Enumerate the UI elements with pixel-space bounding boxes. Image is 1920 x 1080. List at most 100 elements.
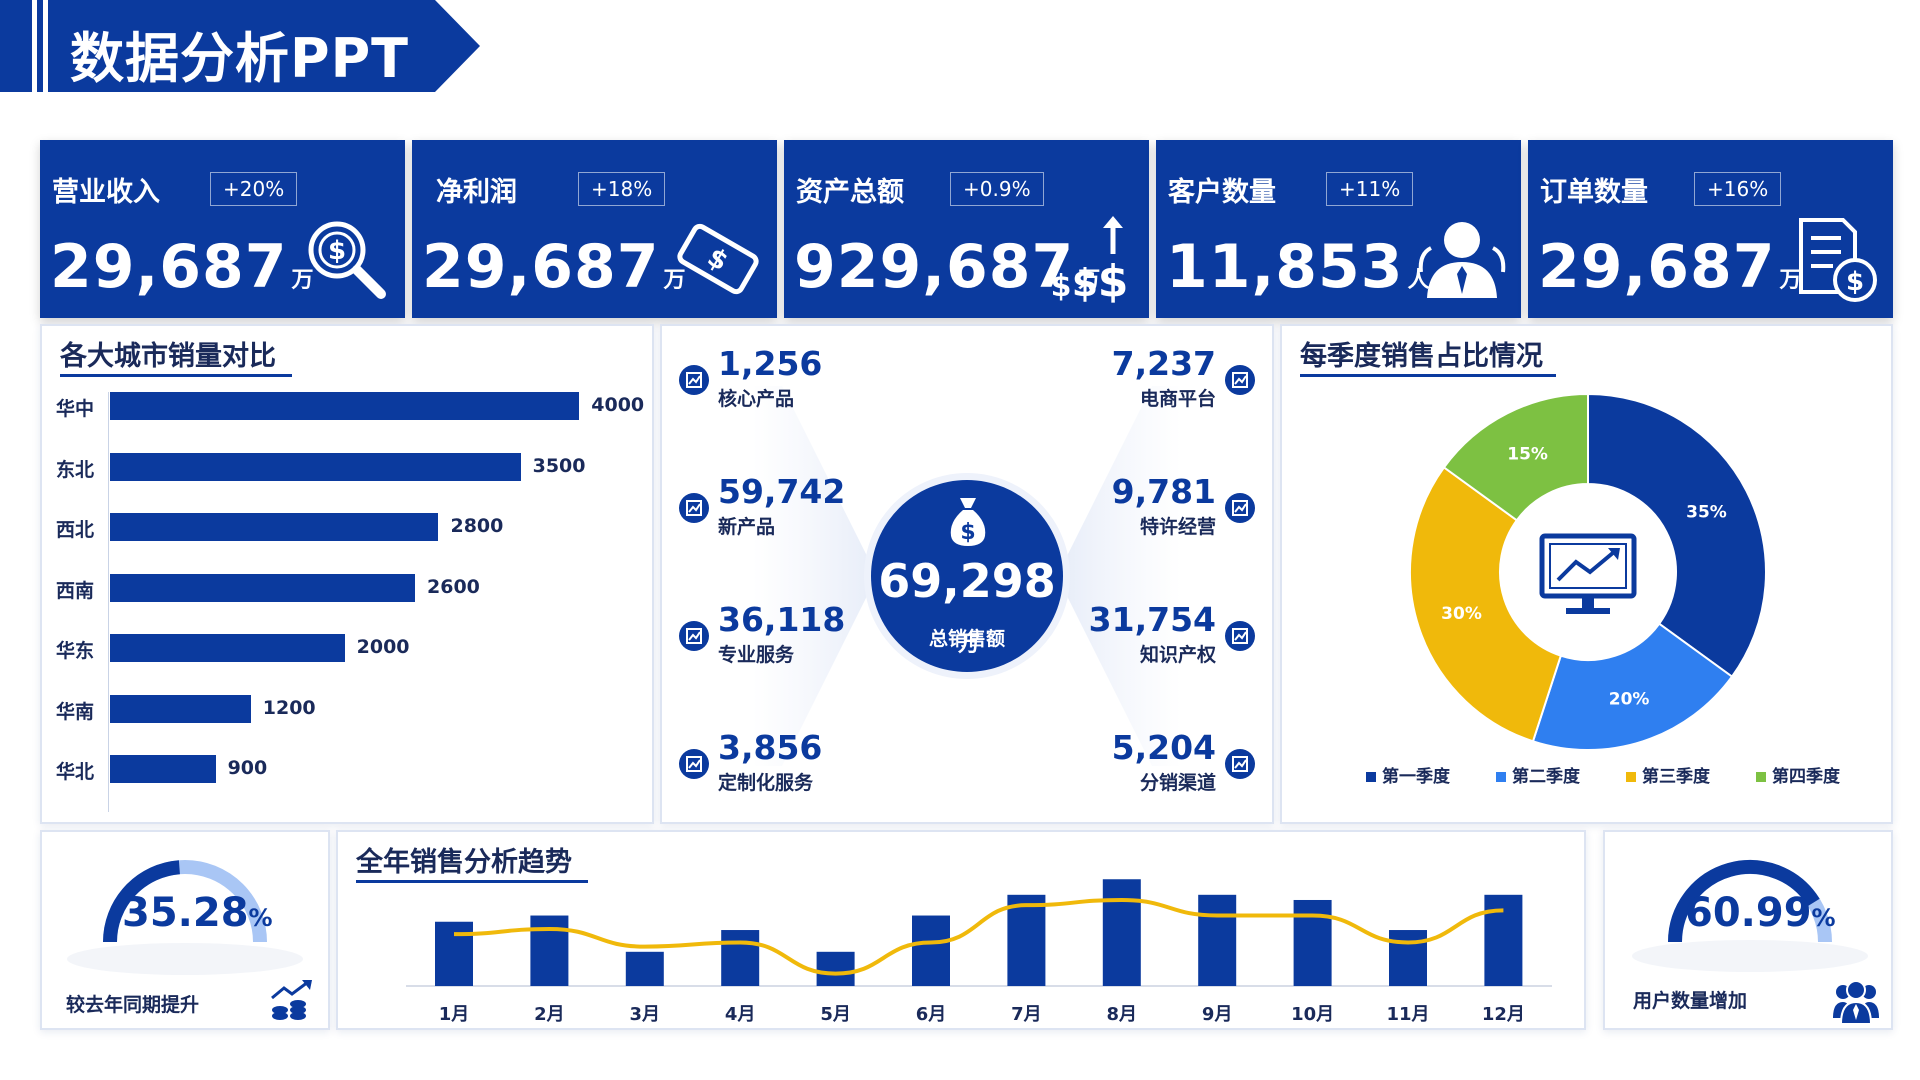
city-sales-panel: 各大城市销量对比 华中 4000 东北 3500 西北 2800 西南 2600 华东 2000 华… bbox=[40, 324, 654, 824]
kpi-card-orders: 订单数量 +16% 29,687 万 $ bbox=[1528, 140, 1893, 318]
chart-badge-icon bbox=[1225, 493, 1255, 523]
bar-category-label: 东北 bbox=[56, 458, 95, 481]
kpi-value: 29,687 万 bbox=[1538, 232, 1803, 302]
svg-text:$: $ bbox=[960, 520, 975, 545]
title-underline bbox=[356, 880, 588, 883]
money-search-icon: $ bbox=[308, 221, 386, 299]
annual-trend-chart: 1月 2月 3月 4月 5月 6月 7月 8月 9月 10月 11月 12月 bbox=[406, 879, 1552, 1025]
bar-category-label: 西南 bbox=[56, 579, 95, 602]
growth-gauge bbox=[67, 860, 303, 975]
bar-category-label: 华东 bbox=[56, 640, 95, 662]
monitor-chart-icon bbox=[1539, 533, 1637, 614]
bar-mark bbox=[110, 573, 416, 602]
bar-value-label: 900 bbox=[227, 757, 268, 779]
kpi-value: 929,687 万 bbox=[794, 232, 1102, 302]
panel-title: 全年销售分析趋势 bbox=[356, 847, 572, 878]
annual-trend-panel: 全年销售分析趋势 1月 2月 3月 4月 5月 6月 7月 8月 9月 10月 11月 12月 bbox=[336, 830, 1586, 1030]
svg-text:$: $ bbox=[702, 242, 733, 277]
bar-value-label: 4000 bbox=[591, 394, 645, 416]
month-tick-label: 6月 bbox=[916, 1004, 947, 1025]
quarterly-share-panel: 每季度销售占比情况 35% 20% 30% 15% 第一季度 第二季度 第三季度 第四季度 bbox=[1280, 324, 1893, 824]
bar-mark bbox=[110, 513, 439, 541]
pie-slice-label: 35% bbox=[1686, 503, 1727, 523]
kpi-value: 29,687 万 bbox=[422, 232, 687, 302]
legend-label: 第二季度 bbox=[1512, 766, 1581, 787]
metric-value: 5,204 bbox=[1111, 728, 1216, 767]
metric-label: 特许经营 bbox=[1139, 516, 1216, 538]
trend-bar bbox=[435, 921, 473, 986]
breakdown-decoration bbox=[752, 386, 1182, 766]
title-underline bbox=[60, 374, 292, 377]
month-tick-label: 2月 bbox=[534, 1004, 565, 1025]
gauge-caption: 较去年同期提升 bbox=[66, 994, 200, 1016]
panel-title: 各大城市销量对比 bbox=[60, 341, 276, 372]
metric-label: 知识产权 bbox=[1139, 644, 1216, 666]
users-icon bbox=[1833, 980, 1879, 1024]
metric-value: 9,781 bbox=[1111, 472, 1216, 511]
pie-slice-label: 15% bbox=[1507, 444, 1548, 464]
bar-value-label: 2000 bbox=[356, 636, 410, 658]
kpi-card-customers: 客户数量 +11% 11,853 人 bbox=[1156, 140, 1521, 318]
pie-slice bbox=[1409, 465, 1563, 743]
trend-bar bbox=[625, 951, 664, 986]
legend-swatch bbox=[1496, 772, 1506, 782]
panel-title: 每季度销售占比情况 bbox=[1300, 341, 1543, 372]
trend-bar bbox=[1198, 894, 1237, 986]
chart-badge-icon bbox=[1225, 749, 1255, 779]
chart-badge-icon bbox=[1225, 365, 1255, 395]
trend-bar bbox=[1102, 879, 1141, 986]
quarterly-donut-chart: 35% 20% 30% 15% 第一季度 第二季度 第三季度 第四季度 bbox=[1366, 392, 1841, 787]
metric-value: 31,754 bbox=[1088, 600, 1216, 639]
month-tick-label: 7月 bbox=[1011, 1004, 1042, 1025]
month-tick-label: 12月 bbox=[1482, 1004, 1525, 1025]
banknote-icon: $ bbox=[677, 223, 759, 295]
bar-mark bbox=[110, 392, 580, 420]
bar-category-label: 华南 bbox=[56, 700, 95, 723]
bar-value-label: 1200 bbox=[262, 696, 316, 719]
bar-category-label: 西北 bbox=[56, 519, 95, 541]
kpi-value: 11,853 人 bbox=[1166, 232, 1431, 302]
trend-bar bbox=[530, 915, 569, 986]
legend-label: 第四季度 bbox=[1772, 766, 1841, 787]
chart-badge-icon bbox=[1225, 621, 1255, 651]
svg-text:$: $ bbox=[328, 236, 346, 266]
trend-line bbox=[453, 897, 1504, 976]
month-tick-label: 4月 bbox=[725, 1004, 756, 1025]
legend-label: 第一季度 bbox=[1382, 766, 1451, 787]
bar-value-label: 2600 bbox=[427, 575, 480, 598]
bar-axis-line bbox=[108, 392, 109, 812]
bar-value-label: 2800 bbox=[450, 515, 504, 537]
invoice-icon: $ bbox=[1799, 218, 1877, 302]
month-tick-label: 1月 bbox=[439, 1004, 470, 1025]
trend-bar bbox=[912, 915, 950, 986]
title-banner-shape bbox=[0, 0, 480, 92]
metric-label: 电商平台 bbox=[1139, 388, 1216, 410]
month-tick-label: 3月 bbox=[630, 1004, 661, 1025]
metric-label: 分销渠道 bbox=[1139, 772, 1216, 794]
kpi-change-badge: +11% bbox=[1326, 172, 1414, 206]
pie-slice bbox=[1531, 622, 1734, 751]
pie-slice-label: 30% bbox=[1441, 604, 1482, 624]
page-title: 数据分析PPT bbox=[70, 27, 409, 90]
total-sales-value: 69,298万 bbox=[878, 554, 1056, 657]
coins-growth-icon bbox=[271, 980, 312, 1020]
users-gauge-panel: 60.99% 用户数量增加 bbox=[1603, 830, 1893, 1030]
bar-mark bbox=[110, 452, 521, 481]
metric-value: 36,118 bbox=[718, 600, 846, 639]
bar-category-label: 华中 bbox=[56, 398, 95, 420]
bar-mark bbox=[110, 634, 345, 662]
users-gauge bbox=[1632, 860, 1868, 972]
gauge-value: 35.28% bbox=[122, 890, 273, 936]
month-tick-label: 9月 bbox=[1202, 1004, 1233, 1025]
sales-breakdown-panel: $ 69,298万 总销售额 1,256 核心产品 59,742 新产品 36,… bbox=[660, 324, 1274, 824]
trend-bar bbox=[816, 951, 855, 986]
growth-gauge-panel: 35.28% 较去年同期提升 bbox=[40, 830, 330, 1030]
pie-slice-label: 20% bbox=[1609, 689, 1650, 709]
kpi-card-net-profit: 净利润 +18% 29,687 万 $ bbox=[412, 140, 777, 318]
metric-value: 7,237 bbox=[1111, 344, 1216, 383]
svg-text:$: $ bbox=[1072, 261, 1098, 304]
svg-text:$: $ bbox=[1098, 256, 1129, 304]
legend-swatch bbox=[1626, 772, 1636, 782]
money-bag-icon: $ bbox=[950, 498, 986, 546]
bar-category-label: 华北 bbox=[56, 761, 95, 783]
